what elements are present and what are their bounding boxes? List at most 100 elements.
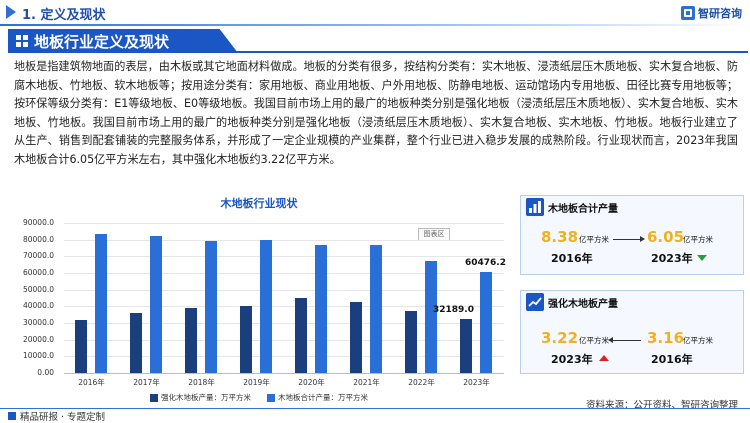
- footer-divider: [0, 408, 750, 409]
- intro-paragraph: 地板是指建筑物地面的表层，由木板或其它地面材料做成。地板的分类有很多，按结构分类…: [14, 60, 738, 166]
- card-left-year: 2016年: [551, 252, 593, 265]
- x-axis-line: [64, 373, 504, 374]
- y-tick-label: 40000.0: [22, 301, 54, 311]
- arrow-left-icon: [608, 337, 613, 343]
- page-title: 地板行业定义及现状: [34, 33, 170, 51]
- bar-chart-icon: [526, 198, 544, 216]
- bar-data-label: 32189.0: [433, 305, 474, 316]
- y-gridline: [64, 339, 504, 341]
- y-gridline: [64, 239, 504, 241]
- x-tick-label: 2021年: [353, 378, 380, 387]
- brand-logo: 智研咨询: [681, 5, 742, 21]
- footer-square-icon: [8, 412, 16, 420]
- bar-laminate: [239, 305, 252, 373]
- bar-laminate: [74, 319, 87, 373]
- line-chart-icon: [526, 293, 544, 311]
- card-right-year: 2023年: [651, 252, 693, 265]
- legend-swatch-laminate: [150, 393, 158, 402]
- y-tick-label: 20000.0: [22, 334, 54, 344]
- card-title: 强化木地板产量: [548, 298, 618, 310]
- footer-label: 精品研报 · 专题定制: [20, 412, 106, 423]
- bar-laminate: [184, 308, 197, 373]
- source-note: 资料来源：公开资料、智研咨询整理: [585, 400, 738, 411]
- y-tick-label: 50000.0: [22, 284, 54, 294]
- x-tick-label: 2019年: [243, 378, 270, 387]
- bar-total: [149, 235, 162, 373]
- brand-logo-icon: [681, 6, 695, 20]
- y-tick-label: 60000.0: [22, 268, 54, 277]
- arrow-line: [613, 340, 641, 341]
- total-production-card: 木地板合计产量 8.38 亿平方米 6.05 亿平方米 2016年 2023年: [520, 195, 744, 275]
- trend-down-icon: [697, 255, 707, 261]
- bar-total: [424, 260, 437, 373]
- card-left-value: 8.38: [541, 228, 579, 246]
- x-tick-label: 2022年: [408, 378, 435, 387]
- bar-laminate: [349, 302, 362, 373]
- legend-item-total: 木地板合计产量：万平方米: [267, 392, 368, 403]
- footer-text: 精品研报 · 专题定制: [8, 409, 105, 423]
- y-gridline: [64, 306, 504, 308]
- y-gridline: [64, 323, 504, 324]
- legend-item-laminate: 强化木地板产量：万平方米: [150, 392, 251, 403]
- card-left-year: 2023年: [551, 353, 593, 366]
- x-tick-label: 2018年: [188, 378, 215, 387]
- bar-laminate: [404, 310, 417, 373]
- banner-background: [8, 29, 238, 53]
- bar-total: [314, 244, 327, 373]
- x-tick-label: 2023年: [463, 378, 490, 387]
- bar-total: [94, 233, 107, 373]
- card-header: 木地板合计产量: [521, 196, 618, 218]
- y-tick-label: 70000.0: [22, 251, 54, 261]
- x-tick-label: 2020年: [298, 378, 325, 387]
- section-divider: [0, 24, 750, 26]
- bar-total: [204, 241, 217, 373]
- card-left-unit: 亿平方米: [579, 235, 609, 244]
- bar-total: [369, 244, 382, 373]
- card-right-unit: 亿平方米: [683, 336, 713, 345]
- bar-data-label: 60476.2: [465, 258, 506, 269]
- section-marker-icon: [6, 5, 16, 19]
- y-tick-label: 90000.0: [22, 218, 54, 227]
- y-gridline: [64, 273, 504, 274]
- floor-production-chart: 木地板行业现状 图表区 强化木地板产量：万平方米 木地板合计产量：万平方米 0.…: [8, 195, 510, 407]
- bar-total: [479, 272, 492, 373]
- chart-legend: 强化木地板产量：万平方米 木地板合计产量：万平方米: [8, 392, 510, 403]
- y-gridline: [64, 289, 504, 291]
- section-title: 1. 定义及现状: [22, 8, 106, 23]
- bar-laminate: [459, 319, 472, 373]
- arrow-line: [613, 239, 641, 240]
- card-title: 木地板合计产量: [548, 203, 618, 215]
- legend-swatch-total: [267, 393, 275, 402]
- arrow-right-icon: [640, 236, 645, 242]
- y-gridline: [64, 356, 504, 358]
- bar-laminate: [294, 298, 307, 373]
- brand-name: 智研咨询: [698, 7, 742, 20]
- y-tick-label: 0.00: [37, 368, 54, 377]
- y-tick-label: 80000.0: [22, 234, 54, 244]
- y-gridline: [64, 223, 504, 224]
- bar-laminate: [129, 313, 142, 373]
- chart-title: 木地板行业现状: [220, 197, 298, 210]
- x-tick-label: 2017年: [133, 378, 160, 387]
- chart-area-stamp: 图表区: [418, 228, 450, 241]
- y-gridline: [64, 256, 504, 258]
- card-right-year: 2016年: [651, 353, 693, 366]
- trend-up-icon: [599, 355, 609, 361]
- card-right-value: 6.05: [647, 228, 685, 246]
- laminate-production-card: 强化木地板产量 3.22 亿平方米 3.16 亿平方米 2023年 2016年: [520, 290, 744, 374]
- page-banner: 地板行业定义及现状: [8, 29, 748, 53]
- card-left-value: 3.22: [541, 329, 579, 347]
- floor-tile-icon: [16, 35, 28, 47]
- x-tick-label: 2016年: [78, 378, 105, 387]
- card-left-unit: 亿平方米: [579, 336, 609, 345]
- card-header: 强化木地板产量: [521, 291, 618, 313]
- bar-total: [259, 239, 272, 373]
- card-right-value: 3.16: [647, 329, 685, 347]
- legend-label-laminate: 强化木地板产量：万平方米: [161, 393, 251, 402]
- footer: 精品研报 · 专题定制: [0, 408, 750, 423]
- y-tick-label: 30000.0: [22, 318, 54, 327]
- card-right-unit: 亿平方米: [683, 235, 713, 244]
- legend-label-total: 木地板合计产量：万平方米: [278, 393, 368, 402]
- y-tick-label: 10000.0: [22, 351, 54, 361]
- banner-underline: [8, 51, 748, 53]
